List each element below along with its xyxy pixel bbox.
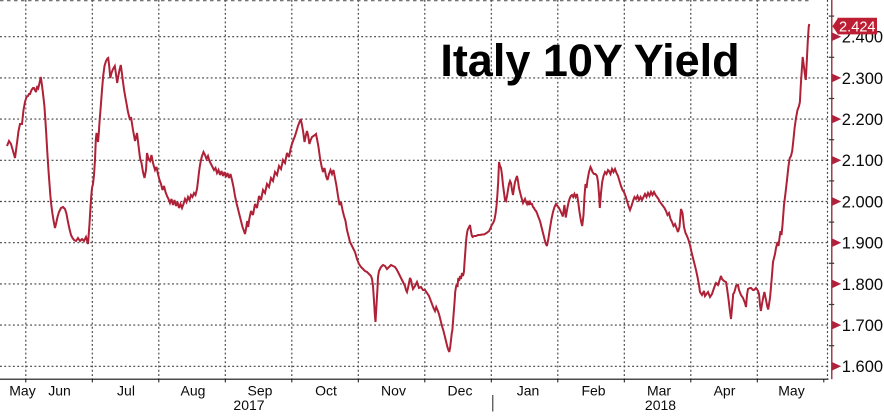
svg-text:Mar: Mar bbox=[647, 383, 671, 399]
svg-text:Jun: Jun bbox=[48, 383, 71, 399]
svg-text:2018: 2018 bbox=[645, 397, 676, 413]
svg-text:Oct: Oct bbox=[315, 383, 337, 399]
svg-text:2.000: 2.000 bbox=[842, 193, 883, 211]
svg-text:Italy 10Y Yield: Italy 10Y Yield bbox=[440, 35, 739, 86]
svg-text:1.900: 1.900 bbox=[842, 235, 883, 253]
svg-text:Jul: Jul bbox=[117, 383, 135, 399]
svg-text:1.600: 1.600 bbox=[842, 358, 883, 376]
svg-text:2.200: 2.200 bbox=[842, 111, 883, 129]
svg-text:2.300: 2.300 bbox=[842, 70, 883, 88]
svg-text:Dec: Dec bbox=[448, 383, 473, 399]
svg-text:1.700: 1.700 bbox=[842, 317, 883, 335]
svg-text:Sep: Sep bbox=[248, 383, 273, 399]
svg-text:1.800: 1.800 bbox=[842, 276, 883, 294]
svg-text:May: May bbox=[778, 383, 804, 399]
svg-text:Aug: Aug bbox=[181, 383, 206, 399]
svg-text:2.424: 2.424 bbox=[839, 19, 876, 35]
svg-text:Feb: Feb bbox=[581, 383, 605, 399]
svg-text:2.100: 2.100 bbox=[842, 152, 883, 170]
svg-text:May: May bbox=[9, 383, 35, 399]
svg-text:2017: 2017 bbox=[233, 397, 264, 413]
svg-text:Apr: Apr bbox=[714, 383, 736, 399]
svg-text:Jan: Jan bbox=[517, 383, 540, 399]
svg-text:Nov: Nov bbox=[381, 383, 406, 399]
